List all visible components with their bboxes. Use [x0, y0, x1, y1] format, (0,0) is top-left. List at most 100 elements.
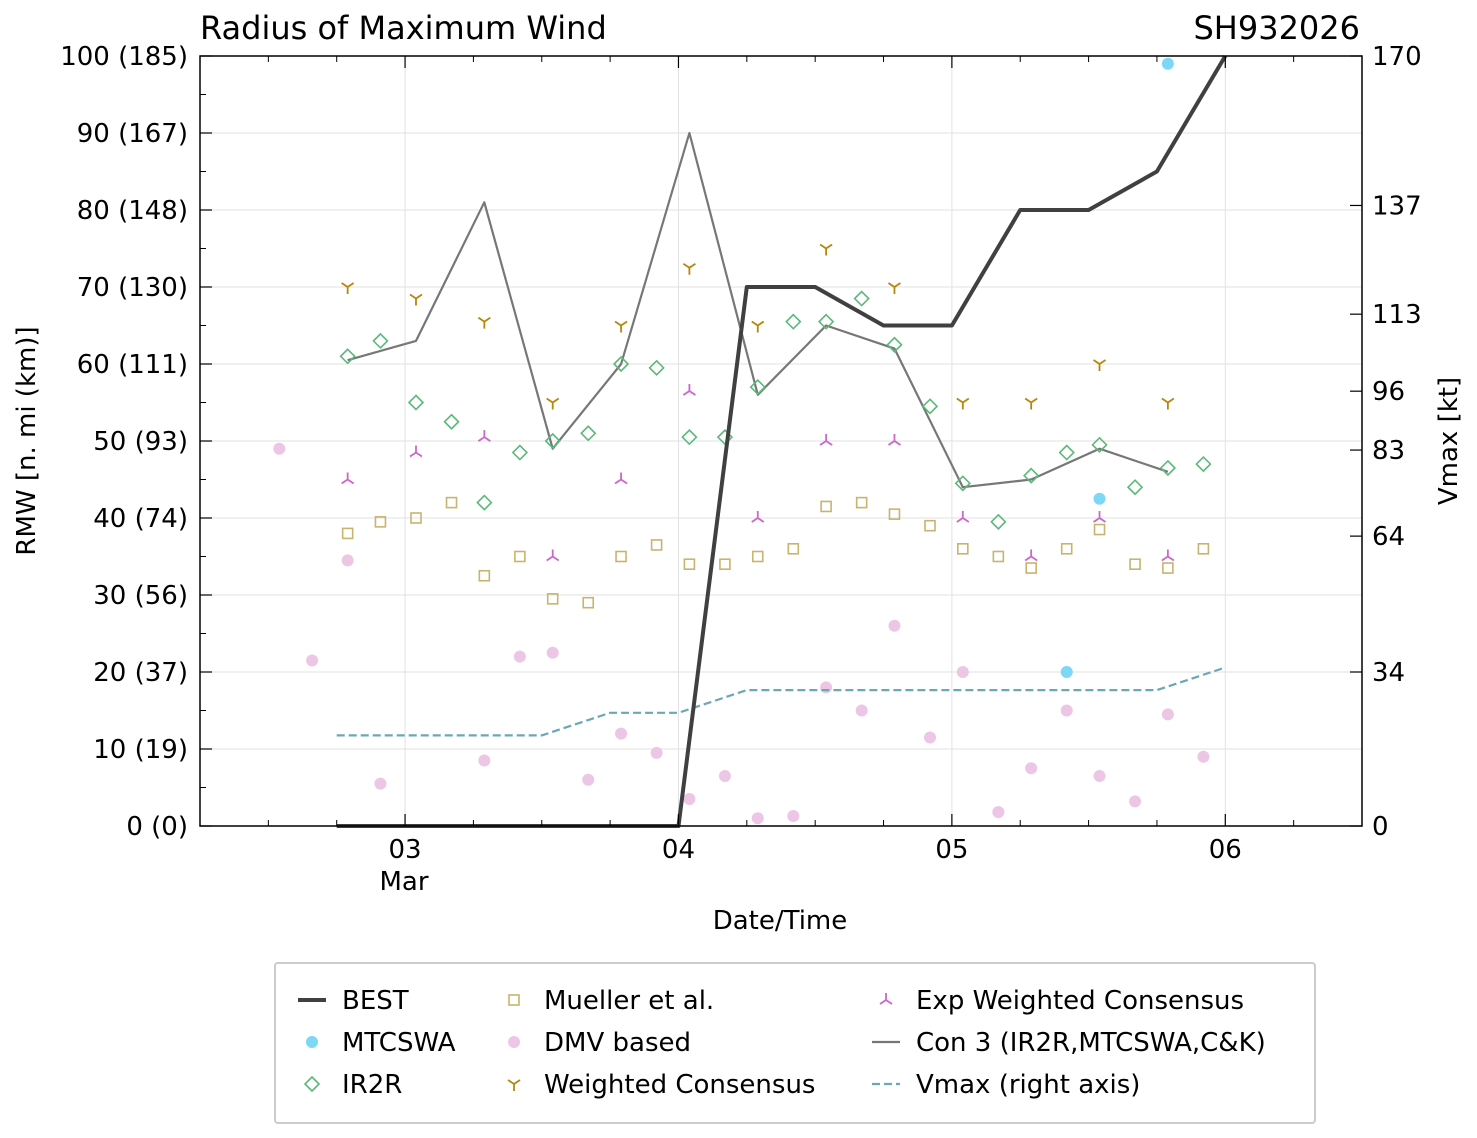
ir2r-point [476, 494, 493, 511]
y-tick-label: 0 (0) [126, 812, 188, 842]
dmv-based-point [924, 731, 937, 744]
mueller-et-al-point [1093, 523, 1106, 536]
mueller-et-al-point [514, 550, 526, 563]
ir2r-point [954, 475, 971, 492]
legend-item-dmv-based: DMV based [508, 1028, 691, 1058]
mueller-et-al-point [650, 539, 663, 551]
dmv-based-point [341, 554, 354, 567]
legend-label: IR2R [342, 1070, 402, 1100]
x-month-label: Mar [379, 867, 428, 897]
con-3-ir2r-mtcswa-c-k-line [347, 131, 1169, 489]
series-mtcswa [1060, 57, 1174, 678]
y2-tick-label: 170 [1372, 42, 1422, 72]
dmv-based-point [582, 773, 595, 786]
dmv-based-point [1129, 795, 1142, 808]
exp-weighted-consensus-point [819, 434, 833, 446]
series-weighted-consensus [341, 243, 1175, 410]
weighted-consensus-point [682, 263, 696, 275]
legend-item-con-3-ir2r-mtcswa-c-k: Con 3 (IR2R,MTCSWA,C&K) [872, 1028, 1266, 1058]
mueller-et-al-point [615, 550, 627, 563]
grid-lines [200, 55, 1362, 827]
legend-swatch [507, 1079, 521, 1091]
dmv-based-point [683, 793, 696, 806]
mueller-et-al-point [719, 558, 731, 571]
x-tick-label: 06 [1209, 835, 1242, 865]
dmv-based-point [992, 806, 1005, 819]
exp-weighted-consensus-point [751, 511, 765, 523]
y-tick-label: 40 (74) [93, 504, 188, 534]
legend-label: Mueller et al. [544, 986, 714, 1016]
ir2r-point [817, 313, 835, 330]
dmv-based-point [1161, 708, 1174, 721]
dmv-based-point [478, 754, 491, 767]
mueller-et-al-point [888, 508, 901, 520]
legend-item-exp-weighted-consensus: Exp Weighted Consensus [879, 986, 1244, 1016]
y-tick-label: 100 (185) [60, 42, 188, 72]
y-tick-label: 10 (19) [93, 735, 188, 765]
weighted-consensus-point [887, 282, 901, 294]
ir2r-point [339, 348, 356, 365]
dmv-based-point [650, 746, 663, 759]
best-line [336, 54, 1228, 828]
series-exp-weighted-consensus [341, 383, 1175, 562]
exp-weighted-consensus-point [477, 430, 491, 442]
legend-label: DMV based [544, 1028, 691, 1058]
weighted-consensus-point [614, 320, 628, 333]
ir2r-point [921, 398, 939, 415]
legend-item-weighted-consensus: Weighted Consensus [507, 1070, 815, 1100]
legend-item-mtcswa: MTCSWA [306, 1028, 456, 1058]
ir2r-point [681, 429, 698, 446]
mueller-et-al-point [683, 558, 696, 571]
y-tick-label: 80 (148) [77, 196, 188, 226]
exp-weighted-consensus-point [546, 549, 560, 562]
legend-label: MTCSWA [342, 1028, 456, 1058]
ir2r-point [443, 413, 460, 430]
x-tick-label: 04 [662, 835, 695, 865]
y-tick-label: 90 (167) [77, 119, 188, 149]
mueller-et-al-point [820, 500, 832, 513]
mueller-et-al-point [410, 512, 422, 524]
mueller-et-al-point [582, 596, 595, 609]
mtcswa-point [1161, 57, 1174, 70]
series-ir2r [339, 290, 1212, 530]
exp-weighted-consensus-point [1024, 549, 1038, 562]
ir2r-point [511, 444, 529, 461]
exp-weighted-consensus-point [682, 383, 696, 396]
series-best [336, 54, 1228, 828]
weighted-consensus-point [751, 320, 765, 333]
mueller-et-al-point [445, 496, 458, 509]
exp-weighted-consensus-point [887, 434, 901, 446]
series-con-3-ir2r-mtcswa-c-k [347, 131, 1169, 489]
ir2r-point [886, 336, 903, 353]
weighted-consensus-point [341, 282, 355, 294]
ir2r-point [580, 425, 597, 442]
legend-item-ir2r: IR2R [303, 1070, 402, 1100]
ir2r-point [1091, 436, 1108, 453]
legend-swatch [508, 994, 520, 1006]
dmv-based-point [1093, 769, 1106, 782]
y2-tick-label: 96 [1372, 377, 1405, 407]
dmv-based-point [306, 654, 319, 667]
y2-tick-label: 137 [1372, 191, 1422, 221]
legend-swatch [879, 993, 893, 1005]
legend-swatch [508, 1036, 520, 1048]
exp-weighted-consensus-point [409, 445, 423, 458]
exp-weighted-consensus-point [956, 511, 970, 523]
dmv-based-point [956, 666, 969, 678]
dmv-based-point [855, 704, 868, 717]
dmv-based-point [1025, 762, 1038, 775]
y-tick-label: 70 (130) [77, 273, 188, 303]
exp-weighted-consensus-point [341, 472, 355, 485]
chart-title: Radius of Maximum Wind [200, 9, 607, 47]
dmv-based-point [1060, 704, 1073, 717]
y2-tick-label: 83 [1372, 436, 1405, 466]
ir2r-point [407, 394, 425, 411]
series-layer [273, 54, 1228, 828]
legend-swatch [306, 1036, 318, 1048]
dmv-based-point [546, 646, 559, 659]
mtcswa-point [1060, 666, 1073, 678]
mueller-et-al-point [787, 542, 800, 555]
dmv-based-point [787, 809, 800, 822]
legend-swatch [303, 1075, 321, 1093]
